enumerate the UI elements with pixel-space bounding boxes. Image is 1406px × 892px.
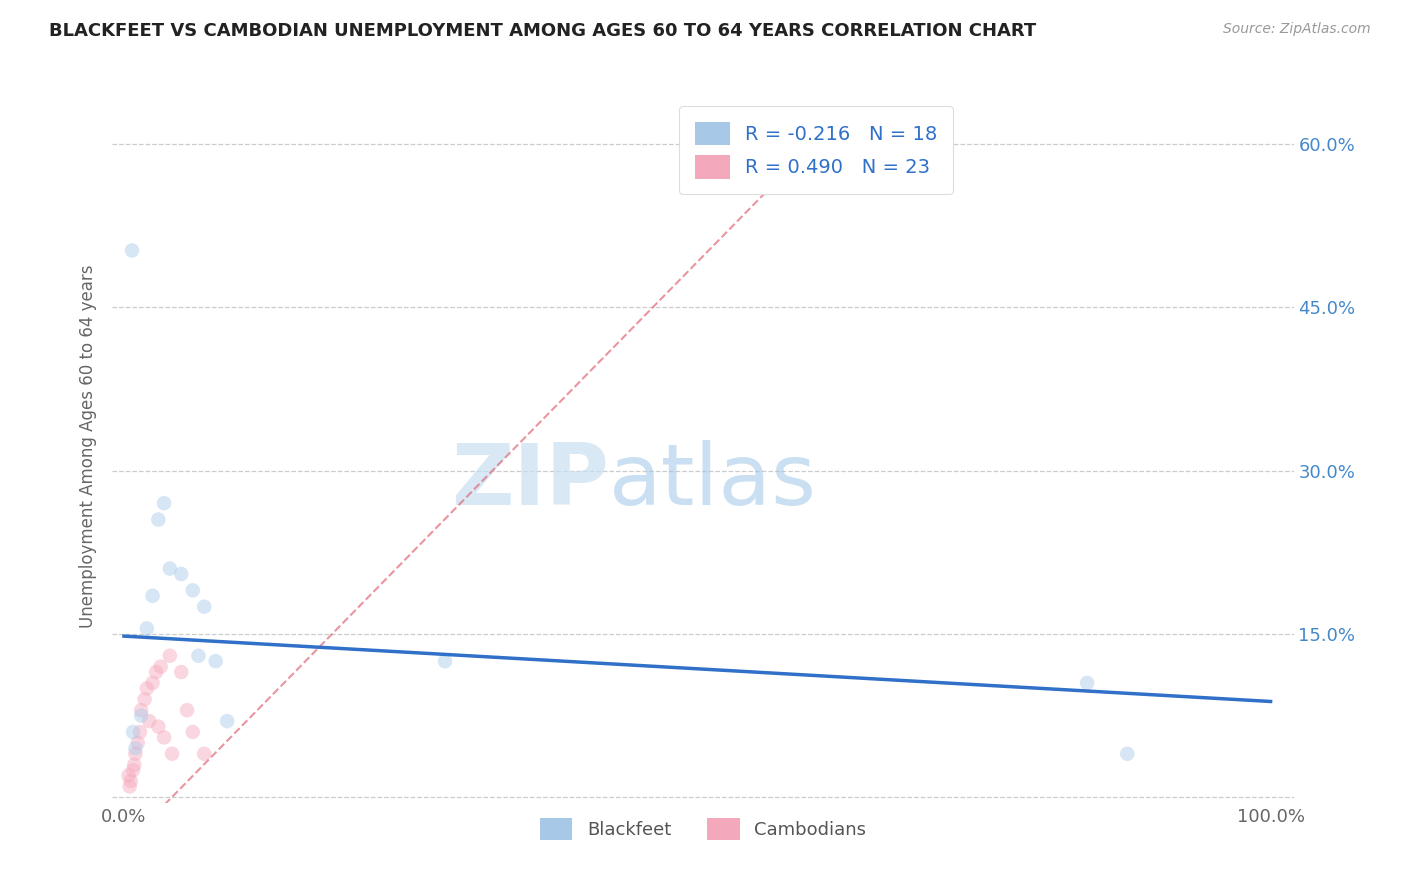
Point xyxy=(148,720,170,734)
Point xyxy=(129,703,152,717)
Point xyxy=(159,648,181,663)
Point xyxy=(129,725,152,739)
Point xyxy=(129,708,152,723)
Text: atlas: atlas xyxy=(609,440,817,524)
Text: BLACKFEET VS CAMBODIAN UNEMPLOYMENT AMONG AGES 60 TO 64 YEARS CORRELATION CHART: BLACKFEET VS CAMBODIAN UNEMPLOYMENT AMON… xyxy=(49,22,1036,40)
Point xyxy=(145,665,167,679)
Point xyxy=(181,725,204,739)
Point xyxy=(187,648,209,663)
Point xyxy=(118,780,141,794)
Point xyxy=(170,665,193,679)
Point xyxy=(153,496,176,510)
Point xyxy=(153,731,176,745)
Point xyxy=(148,512,170,526)
Point xyxy=(434,654,457,668)
Point xyxy=(1116,747,1139,761)
Point xyxy=(120,774,142,789)
Point xyxy=(176,703,198,717)
Point xyxy=(193,599,215,614)
Point xyxy=(217,714,239,728)
Text: ZIP: ZIP xyxy=(451,440,609,524)
Point xyxy=(122,757,145,772)
Point xyxy=(135,622,157,636)
Point xyxy=(159,561,181,575)
Point xyxy=(135,681,157,696)
Legend: Blackfeet, Cambodians: Blackfeet, Cambodians xyxy=(533,811,873,847)
Point xyxy=(142,676,165,690)
Point xyxy=(117,768,139,782)
Point xyxy=(181,583,204,598)
Point xyxy=(149,659,172,673)
Point xyxy=(121,244,143,258)
Y-axis label: Unemployment Among Ages 60 to 64 years: Unemployment Among Ages 60 to 64 years xyxy=(79,264,97,628)
Point xyxy=(124,741,146,756)
Text: Source: ZipAtlas.com: Source: ZipAtlas.com xyxy=(1223,22,1371,37)
Point xyxy=(1076,676,1098,690)
Point xyxy=(138,714,160,728)
Point xyxy=(170,567,193,582)
Point xyxy=(160,747,183,761)
Point xyxy=(204,654,226,668)
Point xyxy=(127,736,149,750)
Point xyxy=(124,747,146,761)
Point xyxy=(122,763,145,777)
Point xyxy=(122,725,145,739)
Point xyxy=(142,589,165,603)
Point xyxy=(134,692,156,706)
Point xyxy=(193,747,215,761)
